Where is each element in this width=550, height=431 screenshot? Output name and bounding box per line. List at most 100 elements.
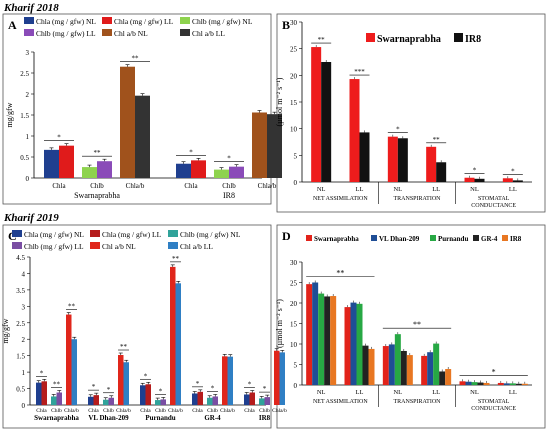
bar-IR8-LL xyxy=(521,383,528,385)
group-label: NET ASSIMILATION xyxy=(313,399,368,405)
bar-VL Dhan-209-Chla/b-LL xyxy=(123,362,129,405)
x-tick-label: Chlb xyxy=(155,408,166,414)
bar-Purnandu-Chla-NL xyxy=(140,385,146,405)
group-label: NET ASSIMILATION xyxy=(313,196,368,202)
chart-panel-C: Chla (mg / gfw) NL Chla (mg / gfw) LL Chlb… xyxy=(1,230,287,422)
bar-GR-4-Chla-NL xyxy=(192,393,198,405)
bar-Swarnaprabha-Chla/b-LL xyxy=(135,95,150,178)
bar-IR8-LL xyxy=(368,348,375,385)
x-tick-label: Chla xyxy=(192,408,203,414)
bar-Swarnaprabha-Chla/b-NL xyxy=(66,314,72,405)
bar-Swarnaprabha-NL xyxy=(464,177,475,182)
bar-IR8-Chlb-LL xyxy=(229,166,244,178)
x-tick-label: Chla xyxy=(88,408,99,414)
y-tick-label: 5 xyxy=(294,362,298,370)
legend-label: IR8 xyxy=(465,34,481,45)
y-tick-label: 2 xyxy=(22,336,26,344)
bar-GR-4-Chlb-LL xyxy=(212,396,218,405)
legend-label: GR-4 xyxy=(481,235,498,243)
bar-IR8-Chla-LL xyxy=(191,160,206,178)
bar-Swarnaprabha-Chla-NL xyxy=(36,382,42,405)
y-tick-label: 1 xyxy=(22,369,26,377)
legend-swatch xyxy=(371,235,377,241)
y-tick-label: 30 xyxy=(290,19,298,27)
legend-label: Chlb (mg / gfw) NL xyxy=(180,230,241,239)
legend-swatch xyxy=(12,230,22,237)
bar-VL Dhan-209-Chla-LL xyxy=(93,395,99,405)
legend-swatch xyxy=(90,230,100,237)
y-tick-label: 3.5 xyxy=(16,287,25,295)
bar-Swarnaprabha-LL xyxy=(426,146,437,182)
x-tick-label: NL xyxy=(317,389,326,396)
sig-marker: ** xyxy=(132,55,140,63)
bar-Swarnaprabha-LL xyxy=(502,178,513,182)
y-axis-label: (µmol m⁻² s⁻¹) xyxy=(275,77,284,126)
x-tick-label: Chla xyxy=(184,182,198,190)
group-label: VL Dhan-209 xyxy=(88,414,129,422)
bar-IR8-Chla/b-LL xyxy=(267,114,282,178)
bar-Swarnaprabha-LL xyxy=(344,307,351,385)
legend-swatch xyxy=(24,29,34,36)
y-tick-label: 4.5 xyxy=(16,254,25,262)
y-tick-label: 0.5 xyxy=(16,386,25,394)
sig-marker: ** xyxy=(172,255,180,263)
bar-GR-4-LL xyxy=(362,345,369,385)
legend-swatch xyxy=(102,29,112,36)
x-tick-label: Chla/b xyxy=(116,408,131,414)
bar-GR-4-NL xyxy=(477,382,484,385)
bar-Purnandu-Chla-LL xyxy=(145,384,151,405)
legend-swatch xyxy=(168,242,178,249)
x-tick-label: Chlb xyxy=(90,182,104,190)
bar-Purnandu-Chlb-LL xyxy=(160,399,166,405)
sig-marker: * xyxy=(144,372,148,380)
chart-panel-D: Swarnaprabha VL Dhan-209 Purnandu GR-4 IR8 0 5… xyxy=(275,235,532,412)
chart-panel-B: Swarnaprabha IR8 0 5 10 15 20 25 30 (µmol m⁻² s⁻¹… xyxy=(275,19,532,209)
legend-label: Chl a/b NL xyxy=(114,29,148,38)
group-label: STOMATAL xyxy=(478,399,510,405)
legend-label: Swarnaprabha xyxy=(314,235,359,243)
x-tick-label: LL xyxy=(356,186,364,193)
x-tick-label: Chla/b xyxy=(220,408,235,414)
x-tick-label: LL xyxy=(509,389,517,396)
y-tick-label: 20 xyxy=(290,300,298,308)
sig-marker: ** xyxy=(120,343,128,351)
sig-marker: * xyxy=(396,126,400,134)
legend-swatch xyxy=(24,17,34,24)
sig-marker: * xyxy=(40,369,44,377)
bar-Swarnaprabha-NL xyxy=(311,47,322,182)
sig-marker: * xyxy=(92,383,96,391)
bar-Purnandu-LL xyxy=(509,383,516,385)
x-tick-label: NL xyxy=(393,389,402,396)
x-tick-label: Chla/b xyxy=(64,408,79,414)
legend-label: Chl a/b NL xyxy=(102,242,136,251)
bar-Swarnaprabha-Chlb-NL xyxy=(82,167,97,178)
bar-Swarnaprabha-NL xyxy=(382,346,389,385)
group-label: Swarnaprabha xyxy=(74,191,120,200)
y-tick-label: 15 xyxy=(290,99,298,107)
sig-marker: * xyxy=(473,167,477,175)
y-tick-label: 0 xyxy=(294,382,298,390)
legend-swatch xyxy=(430,235,436,241)
sig-marker: * xyxy=(211,384,215,392)
legend-label: Chlb (mg / gfw) LL xyxy=(36,29,96,38)
x-tick-label: NL xyxy=(470,389,479,396)
chart-panel-A: Chla (mg / gfw) NL Chla (mg / gfw) LL Chlb… xyxy=(5,17,282,200)
bar-IR8-LL xyxy=(436,162,447,182)
bar-GR-4-LL xyxy=(515,383,522,385)
group-label: IR8 xyxy=(223,191,235,200)
y-tick-label: 0 xyxy=(294,179,298,187)
x-tick-label: Chla xyxy=(36,408,47,414)
bar-IR8-Chla/b-NL xyxy=(252,112,267,178)
bar-GR-4-Chla/b-NL xyxy=(222,356,228,405)
x-tick-label: NL xyxy=(393,186,402,193)
legend-label: Chl a/b LL xyxy=(180,242,213,251)
sig-marker: ** xyxy=(433,136,441,144)
legend-swatch xyxy=(306,235,312,241)
bar-GR-4-Chlb-NL xyxy=(207,397,213,405)
bar-Purnandu-Chlb-NL xyxy=(155,400,161,405)
legend-swatch xyxy=(454,33,463,42)
bar-IR8-NL xyxy=(397,138,408,182)
bar-GR-4-Chla/b-LL xyxy=(227,356,233,405)
bar-IR8-Chla/b-LL xyxy=(279,352,285,405)
